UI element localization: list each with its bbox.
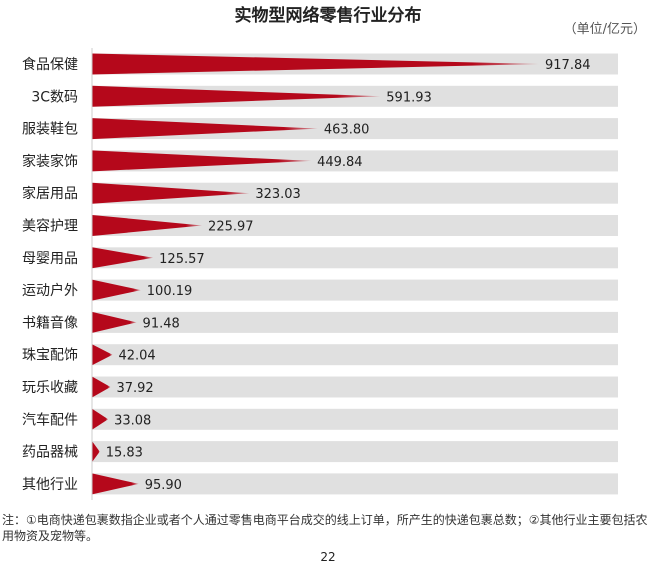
category-label: 家居用品	[22, 185, 78, 202]
bar	[92, 85, 381, 107]
category-label: 玩乐收藏	[22, 380, 78, 396]
bar-track	[92, 247, 618, 269]
bar	[92, 473, 139, 495]
bar	[92, 279, 141, 301]
category-label: 3C数码	[31, 89, 78, 105]
bar	[92, 311, 137, 333]
bar-track	[92, 473, 618, 495]
bar	[92, 118, 318, 140]
bar	[92, 247, 154, 269]
page-number: 22	[320, 550, 336, 564]
bar	[92, 344, 113, 366]
category-label: 珠宝配饰	[22, 348, 78, 364]
bar-track	[92, 441, 618, 463]
category-label: 其他行业	[22, 477, 78, 493]
value-label: 591.93	[386, 90, 432, 105]
bar-track	[92, 215, 618, 236]
category-label: 母婴用品	[22, 251, 78, 267]
bar-track	[92, 279, 618, 301]
unit-label: （单位/亿元）	[563, 22, 646, 37]
category-label: 服装鞋包	[22, 122, 78, 138]
bar	[92, 53, 540, 75]
bar	[92, 408, 109, 430]
value-label: 33.08	[114, 413, 151, 428]
chart-title: 实物型网络零售行业分布	[234, 6, 422, 26]
bar	[92, 441, 100, 463]
value-label: 100.19	[147, 284, 193, 299]
bar	[92, 182, 250, 204]
bar-track	[92, 376, 618, 398]
category-label: 书籍音像	[22, 314, 78, 331]
category-label: 家装家饰	[22, 153, 78, 170]
bar	[92, 215, 203, 236]
value-label: 15.83	[106, 446, 143, 461]
category-label: 药品器械	[22, 445, 78, 461]
value-label: 449.84	[317, 155, 363, 170]
bar-track	[92, 150, 618, 172]
value-label: 42.04	[118, 349, 155, 364]
footnote: 注：①电商快递包裹数指企业或者个人通过零售电商平台成交的线上订单，所产生的快递包…	[2, 513, 648, 543]
value-label: 125.57	[159, 252, 205, 267]
value-label: 91.48	[143, 316, 180, 331]
category-label: 汽车配件	[22, 411, 78, 428]
bar-track	[92, 118, 618, 140]
value-label: 225.97	[208, 220, 254, 235]
value-label: 37.92	[116, 381, 153, 396]
bar	[92, 150, 312, 172]
value-label: 917.84	[545, 58, 591, 73]
bar-track	[92, 182, 618, 204]
chart: 食品保健 917.84 3C数码 591.93 服装鞋包 463.80 家装家饰 449.84…	[22, 48, 618, 500]
bar-track	[92, 311, 618, 333]
category-label: 运动户外	[22, 282, 78, 299]
bar-track	[92, 408, 618, 430]
bar	[92, 376, 111, 398]
category-label: 食品保健	[22, 56, 78, 73]
value-label: 95.90	[145, 478, 182, 493]
category-label: 美容护理	[22, 218, 78, 235]
bar-track	[92, 344, 618, 366]
value-label: 323.03	[255, 187, 301, 202]
value-label: 463.80	[324, 123, 370, 138]
